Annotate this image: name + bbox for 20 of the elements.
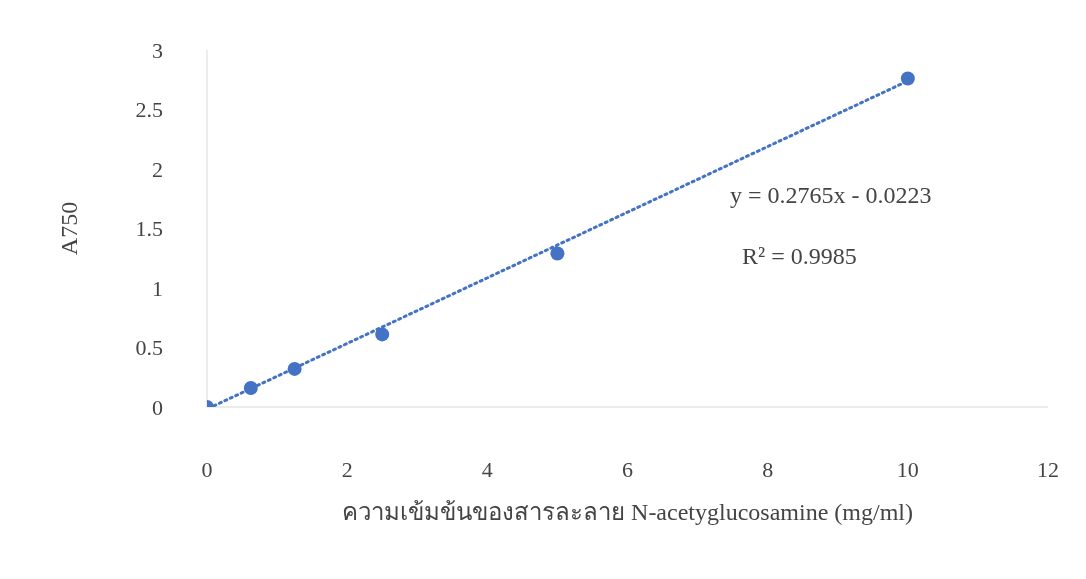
x-axis-title: ความเข้มข้นของสารละลาย N-acetyglucosamine (mg/ml): [342, 499, 913, 525]
y-tick-label: 3: [152, 37, 163, 63]
x-tick-label: 8: [762, 456, 774, 482]
point: [375, 327, 390, 342]
x-tick-label: 12: [1037, 456, 1059, 482]
annotation: R² = 0.9985: [742, 243, 857, 270]
y-tick-label: 2: [152, 156, 163, 182]
x-tick-label: 2: [341, 456, 353, 482]
y-tick-label: 1.5: [135, 216, 163, 242]
x-tick-label: 10: [896, 456, 919, 482]
y-tick-label: 1: [152, 275, 163, 301]
x-tick-label: 0: [201, 456, 213, 482]
point: [550, 246, 565, 261]
y-tick-label: 2.5: [135, 97, 163, 123]
x-tick-label: 4: [481, 456, 493, 482]
y-axis-title: A750: [55, 201, 82, 256]
annotation: y = 0.2765x - 0.0223: [730, 182, 932, 209]
y-tick-label: 0.5: [135, 335, 163, 361]
y-tick-label: 0: [152, 394, 163, 420]
x-tick-label: 6: [622, 456, 633, 482]
